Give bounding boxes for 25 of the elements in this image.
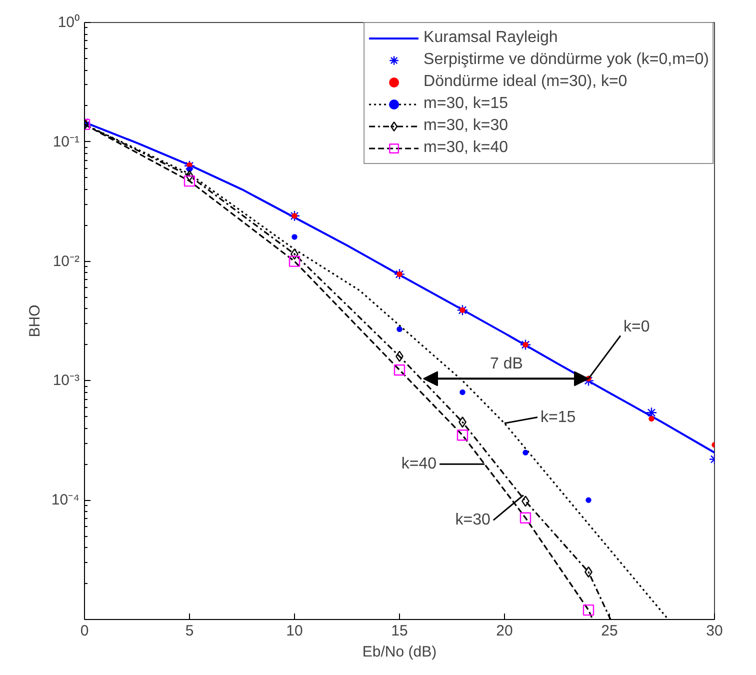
annotation: k=30	[455, 512, 490, 529]
x-tick-label: 20	[496, 622, 513, 640]
annotation: k=0	[624, 318, 650, 336]
y-tick-label: 10⁻³	[52, 372, 80, 390]
x-tick-label: 5	[185, 622, 194, 640]
annotation: k=15	[540, 408, 576, 426]
legend-label: Döndürme ideal (m=30), k=0	[424, 72, 628, 92]
legend-label: m=30, k=40	[424, 138, 508, 158]
x-tick-label: 15	[391, 622, 408, 640]
legend-label: Kuramsal Rayleigh	[424, 28, 558, 48]
x-axis-title: Eb/No (dB)	[362, 644, 437, 660]
annotation: 7 dB	[490, 356, 523, 373]
y-tick-label: 10⁻⁴	[51, 492, 80, 509]
legend-label: Serpiştirme ve döndürme yok (k=0,m=0)	[424, 50, 709, 70]
y-tick-label: 10⁰	[58, 14, 80, 31]
y-tick-label: 10⁻²	[52, 252, 80, 270]
annotation: k=40	[401, 456, 437, 473]
x-tick-label: 30	[706, 622, 723, 640]
x-tick-label: 0	[80, 622, 89, 640]
legend-label: m=30, k=15	[424, 94, 508, 114]
y-axis-title: BHO	[26, 304, 44, 338]
legend-label: m=30, k=30	[424, 116, 508, 136]
y-tick-label: 10⁻¹	[52, 133, 80, 150]
x-tick-label: 25	[601, 622, 618, 640]
x-tick-label: 10	[286, 622, 303, 640]
